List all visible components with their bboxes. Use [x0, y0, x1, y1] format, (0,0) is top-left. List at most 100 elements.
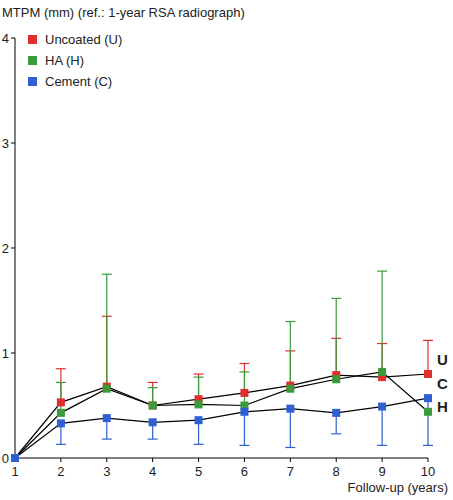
error-bar: [194, 377, 204, 404]
marker: [195, 400, 203, 408]
error-cap: [423, 340, 433, 341]
end-label: H: [437, 398, 448, 415]
error-cap: [239, 371, 249, 372]
error-bar: [285, 409, 295, 448]
marker: [11, 454, 19, 462]
x-tick-label: 9: [378, 464, 385, 479]
x-tick: [428, 458, 429, 462]
marker: [424, 408, 432, 416]
series-line: [15, 374, 428, 458]
marker: [149, 402, 157, 410]
marker: [103, 414, 111, 422]
marker: [57, 409, 65, 417]
end-label: C: [437, 375, 448, 392]
series-line: [15, 398, 428, 458]
error-cap: [239, 445, 249, 446]
x-tick: [382, 458, 383, 462]
error-stem: [336, 298, 337, 379]
marker: [149, 402, 157, 410]
x-tick: [152, 458, 153, 462]
y-tick: [11, 353, 15, 354]
x-axis-line: [15, 458, 428, 459]
error-stem: [244, 412, 245, 446]
error-bar: [56, 382, 66, 412]
marker: [240, 389, 248, 397]
x-tick-label: 5: [195, 464, 202, 479]
error-cap: [148, 382, 158, 383]
error-bar: [285, 322, 295, 389]
marker: [149, 418, 157, 426]
x-tick: [198, 458, 199, 462]
error-stem: [60, 382, 61, 412]
legend: Uncoated (U) HA (H) Cement (C): [28, 32, 122, 89]
x-tick-label: 3: [103, 464, 110, 479]
x-tick: [244, 458, 245, 462]
legend-swatch: [28, 35, 37, 44]
marker: [286, 385, 294, 393]
legend-swatch: [28, 56, 37, 65]
error-bar: [102, 274, 112, 388]
marker: [240, 408, 248, 416]
error-cap: [377, 271, 387, 272]
legend-label: Cement (C): [45, 74, 112, 89]
x-tick: [336, 458, 337, 462]
plot-area: [11, 271, 433, 462]
error-stem: [427, 340, 428, 374]
y-tick: [11, 38, 15, 39]
error-bar: [331, 298, 341, 379]
error-stem: [244, 372, 245, 406]
marker: [424, 394, 432, 402]
error-stem: [290, 409, 291, 448]
marker: [103, 385, 111, 393]
x-tick-label: 6: [241, 464, 248, 479]
marker: [378, 403, 386, 411]
chart: MTPM (mm) (ref.: 1-year RSA radiograph) F…: [0, 0, 453, 500]
x-tick: [60, 458, 61, 462]
error-stem: [106, 274, 107, 388]
marker: [332, 409, 340, 417]
y-tick: [11, 143, 15, 144]
error-cap: [239, 363, 249, 364]
y-tick-label: 4: [2, 31, 9, 46]
marker: [11, 454, 19, 462]
marker: [424, 370, 432, 378]
error-bar: [377, 407, 387, 446]
error-bar: [239, 372, 249, 406]
error-bar: [239, 412, 249, 446]
error-cap: [285, 321, 295, 322]
marker: [57, 398, 65, 406]
end-label: U: [437, 351, 448, 368]
marker: [11, 454, 19, 462]
x-tick-label: 7: [287, 464, 294, 479]
error-cap: [377, 445, 387, 446]
error-cap: [194, 377, 204, 378]
x-tick-label: 1: [11, 464, 18, 479]
marker: [195, 416, 203, 424]
error-bar: [423, 340, 433, 374]
legend-label: HA (H): [45, 53, 84, 68]
y-tick-label: 1: [2, 346, 9, 361]
series-line: [15, 372, 428, 458]
x-tick-label: 2: [57, 464, 64, 479]
y-tick-label: 2: [2, 241, 9, 256]
legend-label: Uncoated (U): [45, 32, 122, 47]
x-tick: [106, 458, 107, 462]
error-bar: [377, 271, 387, 372]
error-cap: [331, 433, 341, 434]
error-cap: [285, 447, 295, 448]
marker: [378, 368, 386, 376]
error-cap: [56, 444, 66, 445]
error-stem: [382, 407, 383, 446]
error-cap: [56, 382, 66, 383]
x-tick-label: 8: [333, 464, 340, 479]
error-stem: [427, 398, 428, 445]
x-axis-label: Follow-up (years): [348, 480, 448, 495]
y-tick: [11, 248, 15, 249]
error-cap: [102, 274, 112, 275]
x-tick-label: 10: [421, 464, 435, 479]
error-cap: [102, 439, 112, 440]
error-cap: [56, 368, 66, 369]
y-axis-label: MTPM (mm) (ref.: 1-year RSA radiograph): [2, 5, 245, 20]
error-stem: [290, 322, 291, 389]
error-cap: [148, 439, 158, 440]
